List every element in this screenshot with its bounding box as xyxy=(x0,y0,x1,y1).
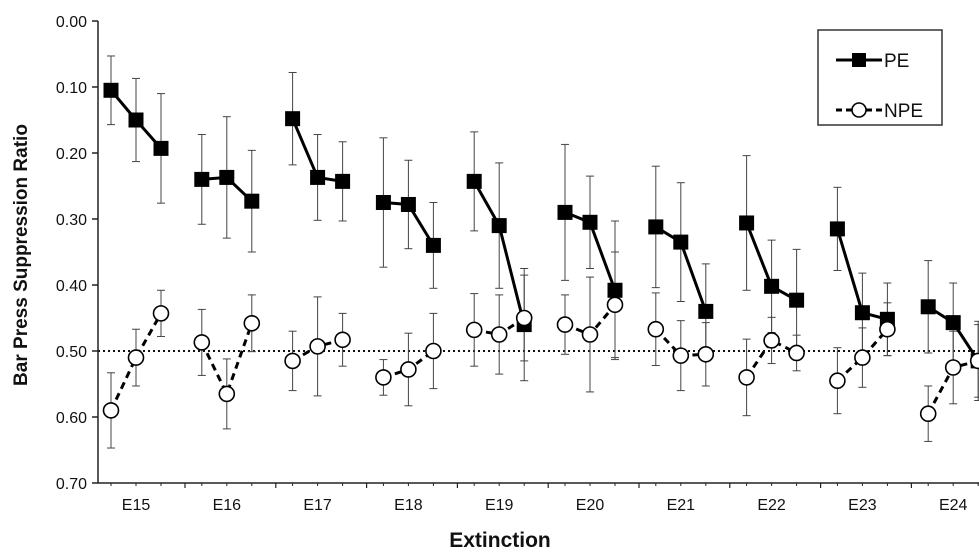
npe-point xyxy=(788,344,805,362)
npe-point xyxy=(102,402,120,419)
pe-point xyxy=(582,214,598,230)
npe-point xyxy=(829,372,846,390)
y-tick-label: 0.30 xyxy=(56,212,87,229)
npe-point xyxy=(879,320,896,338)
pe-point xyxy=(335,173,351,189)
npe-point xyxy=(672,347,690,364)
npe-point xyxy=(425,342,442,360)
legend: PE NPE xyxy=(817,29,943,126)
x-tick-label: E19 xyxy=(485,497,514,514)
y-tick-label: 0.20 xyxy=(56,146,87,163)
x-axis-title: Extinction xyxy=(449,529,551,552)
npe-point xyxy=(854,349,871,366)
axes-layer xyxy=(92,20,979,488)
npe-point xyxy=(152,305,170,322)
y-tick-label: 0.10 xyxy=(56,80,87,97)
series-lines-layer xyxy=(109,89,979,415)
npe-point xyxy=(647,320,665,338)
y-axis-title: Bar Press Suppression Ratio xyxy=(11,124,32,386)
pe-point xyxy=(310,169,326,185)
pe-point xyxy=(491,218,507,234)
npe-point xyxy=(400,361,417,378)
npe-point xyxy=(193,334,211,351)
npe-point xyxy=(490,326,508,343)
npe-point xyxy=(218,385,236,403)
pe-point xyxy=(829,221,845,237)
npe-point xyxy=(465,321,483,339)
pe-point xyxy=(425,237,441,253)
x-tick-label: E15 xyxy=(122,497,151,514)
tick-labels-layer: 0.00 0.10 0.20 0.30 0.40 0.50 0.60 0.70 E15 E16 E1… xyxy=(56,14,968,514)
legend-pe-label: PE xyxy=(884,51,909,72)
y-tick-label: 0.00 xyxy=(56,14,87,31)
y-tick-label: 0.50 xyxy=(56,344,87,361)
pe-point xyxy=(920,299,936,315)
pe-point xyxy=(607,282,623,298)
npe-point xyxy=(127,349,145,366)
pe-point xyxy=(466,173,482,189)
x-tick-label: E20 xyxy=(576,497,605,514)
npe-point xyxy=(944,359,962,376)
pe-point xyxy=(400,196,416,212)
npe-point xyxy=(309,338,326,355)
npe-point xyxy=(738,369,755,386)
x-tick-label: E17 xyxy=(303,497,332,514)
legend-npe-marker xyxy=(851,102,867,118)
pe-point xyxy=(153,140,169,156)
x-tick-label: E18 xyxy=(394,497,423,514)
pe-point xyxy=(128,112,144,128)
npe-point xyxy=(375,369,392,386)
npe-line-E22 xyxy=(745,338,798,379)
pe-point xyxy=(945,315,961,331)
x-tick-label: E22 xyxy=(757,497,786,514)
pe-point xyxy=(789,292,805,308)
pe-point xyxy=(673,234,689,250)
pe-point xyxy=(739,215,755,231)
npe-point xyxy=(919,405,937,423)
pe-point xyxy=(103,82,119,98)
y-tick-label: 0.60 xyxy=(56,410,87,427)
npe-point xyxy=(969,352,979,370)
npe-point xyxy=(334,331,351,349)
pe-point xyxy=(194,171,210,187)
pe-point xyxy=(219,169,235,185)
pe-point xyxy=(698,303,714,319)
npe-point xyxy=(556,316,574,333)
npe-point xyxy=(284,352,301,370)
npe-point xyxy=(515,309,533,327)
legend-npe-label: NPE xyxy=(884,101,923,122)
x-tick-label: E16 xyxy=(213,497,242,514)
npe-point xyxy=(697,345,715,363)
npe-point xyxy=(243,314,261,332)
pe-point xyxy=(764,278,780,294)
x-tick-label: E23 xyxy=(848,497,877,514)
npe-point xyxy=(581,326,599,343)
pe-point xyxy=(285,111,301,127)
y-tick-label: 0.40 xyxy=(56,278,87,295)
markers-layer xyxy=(102,82,979,423)
pe-point xyxy=(375,195,391,210)
npe-point xyxy=(763,332,780,349)
x-tick-label: E21 xyxy=(667,497,696,514)
pe-point xyxy=(244,193,260,209)
pe-point xyxy=(648,219,664,235)
pe-point xyxy=(854,305,870,321)
x-tick-label: E24 xyxy=(939,497,968,514)
legend-pe-marker xyxy=(852,53,866,67)
npe-point xyxy=(606,296,624,314)
pe-point xyxy=(557,204,573,220)
y-tick-label: 0.70 xyxy=(56,476,87,493)
